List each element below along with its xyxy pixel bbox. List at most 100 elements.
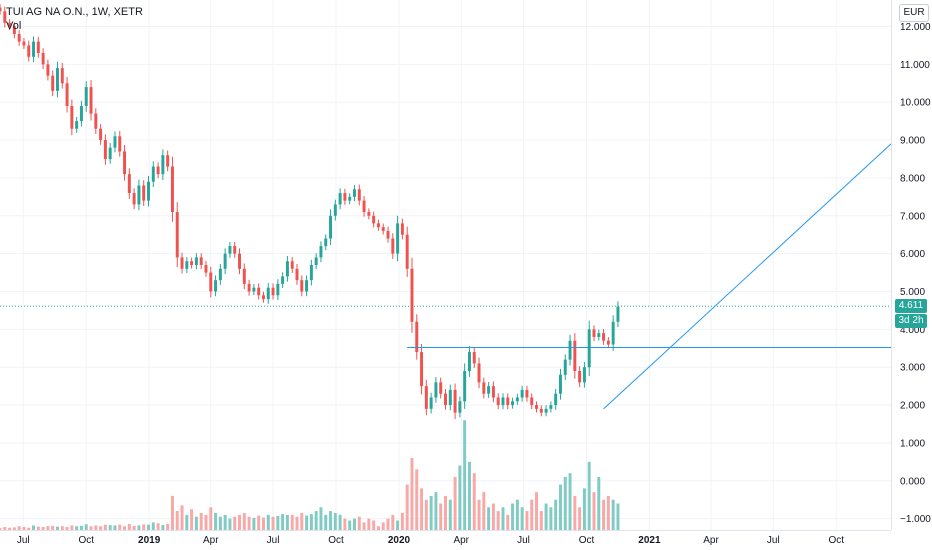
drawings <box>0 143 892 410</box>
volume-bar <box>616 503 620 530</box>
candle-body <box>12 26 16 35</box>
volume-bar <box>506 514 510 530</box>
volume-bar <box>511 503 515 530</box>
volume-bar <box>352 518 356 530</box>
volume-bar <box>223 514 227 530</box>
candle-body <box>348 196 352 201</box>
volume-bar <box>415 469 419 530</box>
candle-body <box>242 268 246 284</box>
candle-body <box>558 374 562 394</box>
candle-body <box>434 382 438 398</box>
volume-bar <box>290 514 294 530</box>
volume-bar <box>568 473 572 530</box>
candle-body <box>257 287 261 296</box>
volume-bar <box>242 512 246 530</box>
volume-bar <box>94 525 98 530</box>
candle-body <box>429 397 433 409</box>
volume-bar <box>333 512 337 530</box>
currency-button[interactable]: EUR <box>899 4 929 22</box>
candle-body <box>487 386 491 394</box>
volume-bar <box>32 525 36 530</box>
time-axis[interactable]: Jul Oct 2019 Apr Jul Oct 2020 Apr Jul Oct 2021 Apr J… <box>17 535 844 546</box>
candle-body <box>367 212 371 216</box>
volume-bar <box>46 526 50 530</box>
y-tick-label: −1.000 <box>900 514 931 525</box>
volume-bar <box>544 503 548 530</box>
volume-bar <box>300 512 304 530</box>
candle-body <box>89 87 93 114</box>
volume-bar <box>597 477 601 530</box>
symbol-title[interactable]: TUI AG NA O.N., 1W, XETR <box>6 6 143 18</box>
volume-bar <box>611 499 615 530</box>
candle-body <box>535 405 539 409</box>
candle-body <box>261 295 265 300</box>
candle-body <box>381 227 385 231</box>
candle-body <box>233 246 237 254</box>
candle-body <box>472 352 476 364</box>
candle-body <box>41 53 45 65</box>
candle-body <box>410 268 414 322</box>
volume-bar <box>22 526 26 530</box>
candle-body <box>60 68 64 84</box>
candle-body <box>338 193 342 205</box>
candle-body <box>582 367 586 383</box>
candle-body <box>444 393 447 406</box>
volume-bar <box>305 515 309 530</box>
volume-bar <box>463 420 467 530</box>
volume-bar <box>467 461 471 530</box>
last-price-label: 4.611 <box>895 299 927 314</box>
volume-bars <box>0 420 620 530</box>
volume-bar <box>420 488 424 530</box>
y-tick-label: 12.000 <box>900 22 931 33</box>
candle-body <box>477 363 481 383</box>
volume-bar <box>549 507 553 530</box>
volume-bar <box>391 514 395 530</box>
volume-bar <box>357 516 361 530</box>
volume-bar <box>190 509 194 530</box>
candle-body <box>84 87 88 106</box>
volume-bar <box>343 518 347 530</box>
volume-bar <box>472 473 476 530</box>
volume-bar <box>271 516 275 530</box>
candle-body <box>285 261 289 277</box>
candle-body <box>305 280 309 292</box>
x-tick-label: Oct <box>328 535 344 546</box>
candle-body <box>463 371 467 402</box>
bar-countdown-label: 3d 2h <box>895 314 927 329</box>
candle-body <box>51 75 55 91</box>
candle-body <box>587 329 591 368</box>
volume-bar <box>367 518 371 530</box>
volume-bar <box>175 511 179 530</box>
candle-body <box>319 246 323 258</box>
volume-bar <box>261 517 265 530</box>
x-tick-label: Jul <box>267 535 280 546</box>
candle-body <box>324 238 328 247</box>
candle-body <box>578 371 582 383</box>
volume-bar <box>520 507 524 530</box>
volume-bar <box>314 511 318 530</box>
volume-bar <box>137 525 141 530</box>
candle-body <box>448 389 452 406</box>
volume-label[interactable]: Vol <box>6 20 22 32</box>
volume-bar <box>108 525 112 530</box>
y-tick-label: 4.000 <box>900 325 925 336</box>
candle-body <box>103 140 107 159</box>
candle-body <box>501 397 505 406</box>
candle-body <box>218 268 222 281</box>
y-tick-label: 10.000 <box>900 98 931 109</box>
candle-body <box>156 166 160 175</box>
volume-bar <box>573 495 577 530</box>
volume-bar <box>592 492 596 530</box>
candle-body <box>563 359 567 375</box>
candle-body <box>357 189 361 201</box>
volume-bar <box>535 492 539 530</box>
price-axis[interactable]: 12.000 11.000 10.000 9.000 8.000 7.000 6.000 5.… <box>900 22 931 525</box>
volume-bar <box>578 507 582 530</box>
candle-body <box>405 234 409 269</box>
candle-body <box>185 261 189 269</box>
candle-body <box>343 193 347 201</box>
trend-line[interactable] <box>603 143 892 410</box>
y-tick-label: 8.000 <box>900 173 925 184</box>
candle-body <box>166 155 170 167</box>
